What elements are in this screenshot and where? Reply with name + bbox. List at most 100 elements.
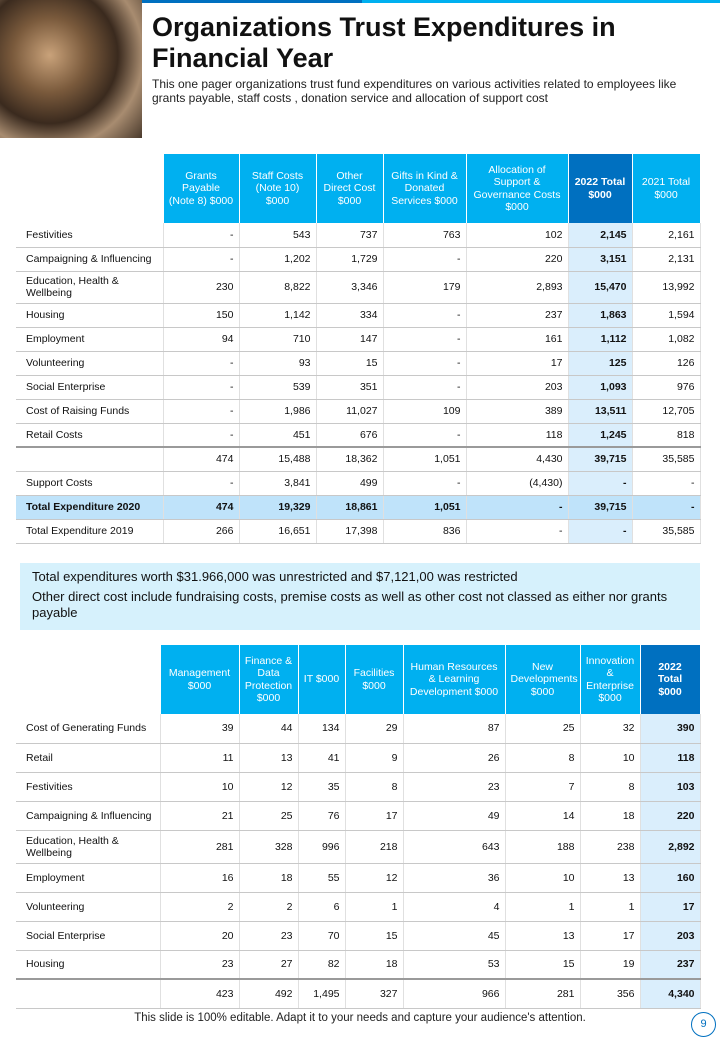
cell: 1,093 <box>568 375 633 400</box>
cell: 1,112 <box>568 327 633 352</box>
cell: 15,470 <box>568 271 633 304</box>
cell: - <box>163 399 240 424</box>
cell: 266 <box>163 519 240 544</box>
cell: 237 <box>466 303 569 328</box>
cell: - <box>163 223 240 248</box>
cell: 710 <box>239 327 317 352</box>
table: Management $000 Finance & Data Protection… <box>16 645 701 1009</box>
row-label: Support Costs <box>16 471 164 496</box>
row-label: Housing <box>16 950 161 980</box>
footer: This slide is 100% editable. Adapt it to… <box>134 1012 586 1024</box>
cell: - <box>383 303 467 328</box>
row-label: Total Expenditure 2020 <box>16 495 164 520</box>
cell: - <box>383 327 467 352</box>
row-label: Cost of Raising Funds <box>16 399 164 424</box>
cell: - <box>163 247 240 272</box>
cell: 3,151 <box>568 247 633 272</box>
row: Volunteering 2 2 6 1 4 1 1 17 <box>16 892 701 922</box>
photo <box>0 0 142 138</box>
cell: - <box>568 519 633 544</box>
cell: 499 <box>316 471 384 496</box>
cell: 49 <box>403 801 506 831</box>
column-header: 2022 Total $000 <box>568 154 633 223</box>
cell: 11,027 <box>316 399 384 424</box>
cell: 118 <box>466 423 569 448</box>
note-box: Total expenditures worth $31.966,000 was… <box>20 563 700 630</box>
row: Education, Health & Wellbeing 281 328 996 21… <box>16 830 701 864</box>
cell: - <box>383 471 467 496</box>
cell: - <box>383 247 467 272</box>
cell: 25 <box>505 714 581 744</box>
cell: 390 <box>640 714 701 744</box>
cell: 16 <box>160 863 240 893</box>
cell: 1,082 <box>632 327 701 352</box>
cell: 13,992 <box>632 271 701 304</box>
row: Housing 23 27 82 18 53 15 19 237 <box>16 950 701 980</box>
cell: 12 <box>239 772 299 802</box>
table: Grants Payable (Note 8) $000 Staff Costs … <box>16 154 701 544</box>
cell: 389 <box>466 399 569 424</box>
cell: 230 <box>163 271 240 304</box>
cell: 161 <box>466 327 569 352</box>
cell: 41 <box>298 743 346 773</box>
cell: 1,142 <box>239 303 317 328</box>
cell: 474 <box>163 495 240 520</box>
cell: - <box>568 471 633 496</box>
cell: 2,161 <box>632 223 701 248</box>
row: Retail Costs -451 676-118 1,245 818 <box>16 423 701 448</box>
row-label: Employment <box>16 327 164 352</box>
cell: - <box>632 471 701 496</box>
cell: 1,729 <box>316 247 384 272</box>
cell: 976 <box>632 375 701 400</box>
cell: 8 <box>345 772 404 802</box>
row-label: Cost of Generating Funds <box>16 714 161 744</box>
row: Campaigning & Influencing -1,202 1,729-220… <box>16 247 701 272</box>
row: Retail 11 13 41 9 26 8 10 118 <box>16 743 701 773</box>
row: Education, Health & Wellbeing 230 8,822 3,3… <box>16 271 701 304</box>
row-label: Total Expenditure 2019 <box>16 519 164 544</box>
cell: 11 <box>160 743 240 773</box>
header-cell <box>16 154 164 223</box>
cell: 203 <box>466 375 569 400</box>
cell: 19 <box>580 950 641 980</box>
row: Employment 16 18 55 12 36 10 13 160 <box>16 863 701 893</box>
cell: - <box>163 471 240 496</box>
cell: 27 <box>239 950 299 980</box>
column-header: Other Direct Cost $000 <box>316 154 384 223</box>
column-header: Finance & Data Protection $000 <box>239 645 299 714</box>
cell: 134 <box>298 714 346 744</box>
cell: 44 <box>239 714 299 744</box>
cell: 13 <box>505 921 581 951</box>
cell: 2,892 <box>640 830 701 864</box>
cell: 1,051 <box>383 495 467 520</box>
row: Total Expenditure 2020 474 19,329 18,861 1,0… <box>16 495 701 520</box>
row: Cost of Generating Funds 39 44 134 29 87 25 32 3… <box>16 714 701 744</box>
cell: 18 <box>345 950 404 980</box>
column-header: Staff Costs (Note 10) $000 <box>239 154 317 223</box>
cell: 218 <box>345 830 404 864</box>
cell: - <box>163 375 240 400</box>
cell: 356 <box>580 978 641 1009</box>
cell: 13,511 <box>568 399 633 424</box>
column-header: Management $000 <box>160 645 240 714</box>
cell: 1,245 <box>568 423 633 448</box>
cell: - <box>383 351 467 376</box>
cell: 15 <box>316 351 384 376</box>
cell: - <box>163 351 240 376</box>
cell: 15,488 <box>239 446 317 472</box>
cell: 203 <box>640 921 701 951</box>
cell: 36 <box>403 863 506 893</box>
cell: 818 <box>632 423 701 448</box>
cell: 1,986 <box>239 399 317 424</box>
cell: 17,398 <box>316 519 384 544</box>
cell: 17 <box>345 801 404 831</box>
cell: 238 <box>580 830 641 864</box>
cell: 17 <box>640 892 701 922</box>
row-label: Social Enterprise <box>16 375 164 400</box>
row: 474 15,488 18,362 1,051 4,430 39,715 35,585 <box>16 446 701 472</box>
row-label: Festivities <box>16 772 161 802</box>
cell: 281 <box>160 830 240 864</box>
row-label: Volunteering <box>16 351 164 376</box>
row: Festivities 10 12 35 8 23 7 8 103 <box>16 772 701 802</box>
